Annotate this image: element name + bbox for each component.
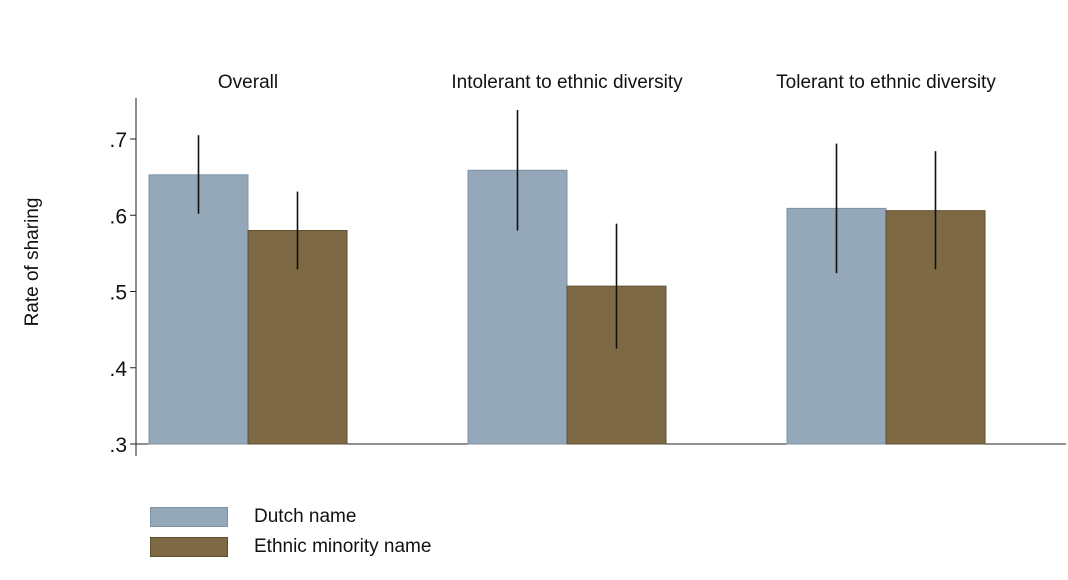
legend-item-minority: Ethnic minority name bbox=[150, 532, 431, 562]
y-tick-label: .6 bbox=[109, 205, 127, 228]
error-bars bbox=[197, 110, 937, 349]
labels: Overall Intolerant to ethnic diversity Tol… bbox=[218, 72, 996, 93]
y-tick-label: .3 bbox=[109, 434, 127, 457]
legend: Dutch name Ethnic minority name bbox=[150, 502, 431, 562]
y-tick-label: .5 bbox=[109, 282, 127, 305]
category-label-1: Intolerant to ethnic diversity bbox=[451, 72, 683, 93]
legend-label-minority: Ethnic minority name bbox=[254, 536, 432, 557]
legend-swatch-dutch bbox=[150, 507, 228, 527]
bars bbox=[148, 169, 986, 445]
y-axis-label: Rate of sharing bbox=[22, 198, 43, 327]
category-label-0: Overall bbox=[218, 72, 278, 93]
y-tick-label: .4 bbox=[109, 358, 127, 381]
legend-label-dutch: Dutch name bbox=[254, 506, 357, 527]
legend-item-dutch: Dutch name bbox=[150, 502, 431, 532]
category-label-2: Tolerant to ethnic diversity bbox=[776, 72, 996, 93]
legend-swatch-minority bbox=[150, 537, 228, 557]
y-tick-label: .7 bbox=[109, 129, 127, 152]
bar-dutch-0 bbox=[148, 174, 249, 445]
